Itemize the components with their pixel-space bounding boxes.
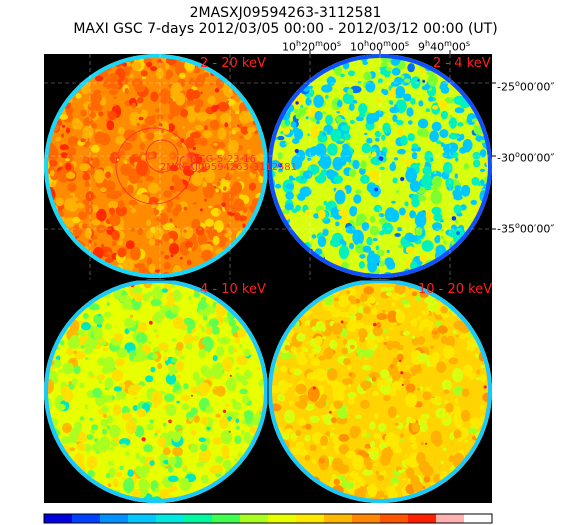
color-scale-step <box>408 514 437 523</box>
source-title: 2MASXJ09594263-3112581 <box>189 5 382 21</box>
color-scale-step <box>436 514 465 523</box>
color-scale-bar <box>43 513 493 524</box>
source-label-mcg: MCG-5-23-16 <box>190 154 256 165</box>
band-label-2-4kev: 2 - 4 keV <box>433 56 491 71</box>
sky-panel-p2 <box>268 54 492 278</box>
panel-edge <box>44 54 268 278</box>
panel-edge <box>44 279 268 503</box>
dec-label: -25o00′00″ <box>497 79 555 94</box>
color-scale-step <box>296 514 325 523</box>
band-label-2-20kev: 2 - 20 keV <box>200 56 266 71</box>
color-scale-step <box>380 514 409 523</box>
color-scale-step <box>464 514 493 523</box>
color-scale-step <box>72 514 101 523</box>
panel-edge <box>268 279 492 503</box>
source-region-outer <box>115 127 193 205</box>
dec-label: -35o00′00″ <box>497 221 555 236</box>
color-scale-step <box>184 514 213 523</box>
color-scale-step <box>212 514 241 523</box>
color-scale-step <box>128 514 157 523</box>
color-scale-step <box>44 514 73 523</box>
ra-label: 10h00m00s <box>350 39 410 54</box>
observation-title: MAXI GSC 7-days 2012/03/05 00:00 - 2012/… <box>73 21 498 37</box>
band-label-4-10kev: 4 - 10 keV <box>200 282 266 297</box>
color-scale-step <box>156 514 185 523</box>
dec-label: -30o00′00″ <box>497 150 555 165</box>
color-scale-step <box>324 514 353 523</box>
source-label-target: 2MASXJ09594263-3112581 <box>160 162 298 173</box>
band-label-10-20kev: 10 - 20 keV <box>418 282 493 297</box>
color-scale-step <box>100 514 129 523</box>
color-scale-step <box>240 514 269 523</box>
axis-ticks <box>309 50 496 230</box>
ra-label: 10h20m00s <box>282 39 342 54</box>
color-scale-step <box>352 514 381 523</box>
ra-label: 9h40m00s <box>418 39 471 54</box>
color-scale-step <box>268 514 297 523</box>
